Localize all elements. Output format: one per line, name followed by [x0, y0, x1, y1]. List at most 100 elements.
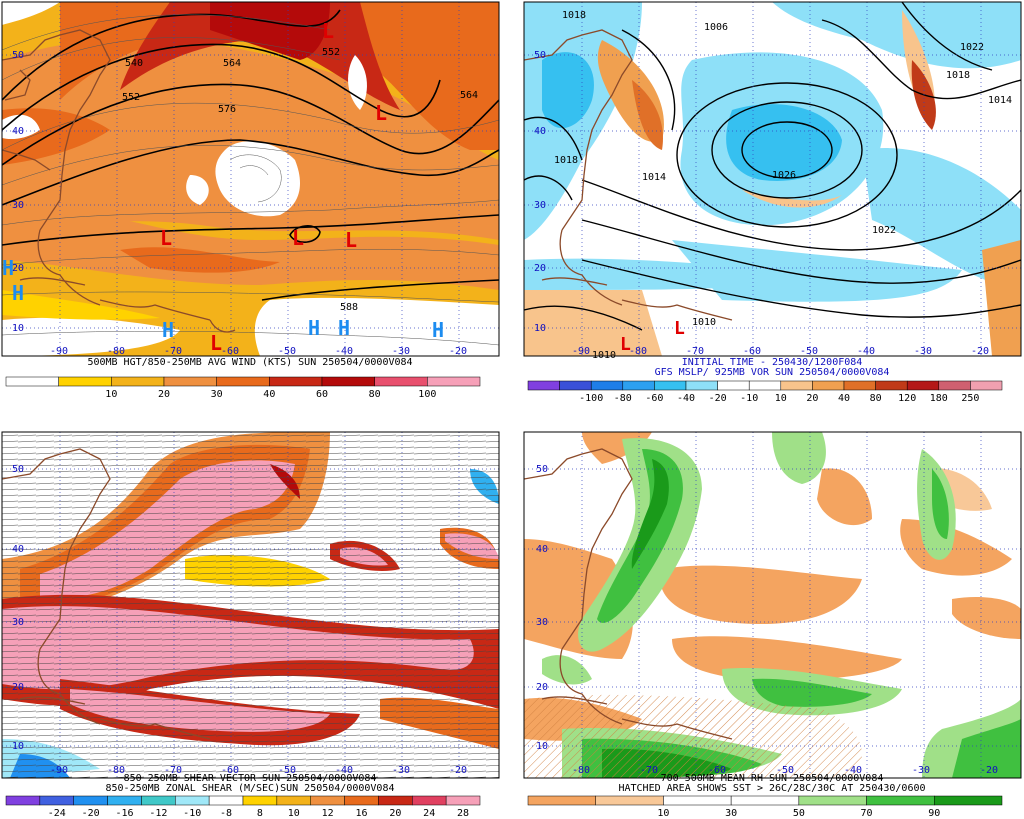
high-symbol: H [12, 281, 24, 305]
colorbar-swatch [310, 795, 345, 806]
colorbar-swatch [843, 380, 876, 391]
colorbar-swatch [269, 376, 323, 387]
lon-label: -30 [914, 346, 932, 357]
colorbar-swatch [344, 795, 379, 806]
panel-title-line-2: HATCHED AREA SHOWS SST > 26C/28C/30C AT … [618, 783, 925, 794]
map-frame [523, 431, 1022, 779]
colorbar-label: 20 [158, 389, 170, 400]
colorbar-label: -24 [48, 808, 66, 819]
high-symbol: H [338, 316, 350, 340]
colorbar-label: 70 [861, 808, 873, 819]
colorbar-label: -60 [645, 393, 663, 404]
panel-title-line-1: 700-500MB MEAN RH SUN 250504/0000V084 [661, 773, 884, 784]
colorbar-label: 80 [870, 393, 882, 404]
colorbar-swatch [73, 795, 108, 806]
lon-label: -50 [278, 765, 296, 776]
colorbar-swatch [378, 795, 413, 806]
isobar-label: 1010 [592, 350, 616, 361]
colorbar-label: 24 [423, 808, 435, 819]
lon-label: -40 [335, 765, 353, 776]
isobar-label: 1006 [704, 22, 728, 33]
contour-label: 564 [223, 58, 241, 69]
colorbar-swatch [111, 376, 165, 387]
panel-title-line-1: INITIAL TIME - 250430/1200F084 [682, 357, 863, 368]
latitude-labels: 50 40 30 20 10 [12, 50, 24, 334]
lon-label: -70 [164, 765, 182, 776]
latitude-labels: 50 40 30 20 10 [536, 464, 548, 752]
colorbar-swatch [163, 376, 217, 387]
panel-title-line-2: GFS MSLP/ 925MB VOR SUN 250504/0000V084 [655, 367, 890, 378]
lon-label: -50 [800, 346, 818, 357]
lat-label: 10 [534, 323, 546, 334]
colorbar-swatch [934, 795, 1003, 806]
lon-label: -80 [107, 765, 125, 776]
wind-streamlines [2, 14, 499, 346]
lat-label: 50 [534, 50, 546, 61]
panel-mslp-vorticity: 1018 1006 1022 1018 1014 1018 1014 1026 … [522, 0, 1024, 410]
colorbar-label: 10 [775, 393, 787, 404]
colorbar-label: -16 [115, 808, 133, 819]
lat-label: 40 [12, 544, 24, 555]
high-symbol: H [162, 318, 174, 342]
lat-lon-grid [2, 2, 499, 356]
lon-label: -20 [449, 765, 467, 776]
lon-label: -30 [912, 765, 930, 776]
map-shear: 50 40 30 20 10 -90 -80 -70 -60 -50 -40 -… [1, 431, 500, 819]
map-frame [523, 1, 1022, 357]
colorbar-swatch [717, 380, 750, 391]
shear-shading [2, 432, 499, 778]
coastlines [2, 448, 211, 740]
coastlines [524, 29, 733, 321]
lon-label: -60 [221, 765, 239, 776]
colorbar-swatch [445, 795, 481, 806]
colorbar-swatch [5, 795, 41, 806]
coastlines [2, 29, 236, 333]
colorbar-swatch [780, 380, 813, 391]
colorbar-swatch [107, 795, 142, 806]
colorbar-label: 16 [355, 808, 367, 819]
lon-label: -50 [278, 346, 296, 357]
contour-label: 564 [460, 90, 478, 101]
lat-label: 10 [12, 323, 24, 334]
lon-label: -80 [107, 346, 125, 357]
colorbar-label: 30 [211, 389, 223, 400]
colorbar-swatch [970, 380, 1003, 391]
lon-label: -70 [686, 346, 704, 357]
lon-label: -40 [857, 346, 875, 357]
colorbar-label: 30 [725, 808, 737, 819]
lon-label: -30 [392, 346, 410, 357]
lon-label: -50 [776, 765, 794, 776]
colorbar-swatch [412, 795, 447, 806]
lat-label: 30 [12, 200, 24, 211]
colorbar-swatch [748, 380, 782, 391]
colorbar-label: 28 [457, 808, 469, 819]
high-symbol: H [2, 256, 14, 280]
colorbar-swatch [866, 795, 935, 806]
colorbar-label: -20 [709, 393, 727, 404]
lat-label: 40 [534, 126, 546, 137]
colorbar-swatch [730, 795, 800, 806]
colorbar-swatch [242, 795, 278, 806]
isobars [524, 2, 1021, 331]
low-symbol: L [210, 331, 222, 355]
lon-label: -30 [392, 765, 410, 776]
map-mean-rh: 50 40 30 20 10 -80 -70 -60 -50 -40 -30 -… [523, 431, 1022, 819]
longitude-labels: -80 -70 -60 -50 -40 -30 -20 [572, 765, 998, 776]
low-symbol: L [375, 101, 387, 125]
lon-label: -20 [980, 765, 998, 776]
longitude-labels: -90 -80 -70 -60 -50 -40 -30 -20 [50, 346, 467, 357]
lon-label: -20 [449, 346, 467, 357]
colorbar-swatch [427, 376, 481, 387]
lon-label: -40 [844, 765, 862, 776]
lat-label: 20 [12, 682, 24, 693]
panel-mean-rh: 50 40 30 20 10 -80 -70 -60 -50 -40 -30 -… [522, 409, 1024, 819]
colorbar-label: 40 [838, 393, 850, 404]
rh-shading [524, 432, 1021, 778]
lat-lon-grid [2, 432, 499, 778]
contour-labels: 540 552 552 564 576 564 588 [122, 47, 478, 313]
lat-label: 50 [12, 464, 24, 475]
panel-500mb-height-wind: 540 552 552 564 576 564 588 50 40 30 20 … [0, 0, 502, 410]
colorbar: -100 -80 -60 -40 -20 -10 10 20 40 80 120 180 250 [527, 380, 1003, 404]
high-symbol: H [308, 316, 320, 340]
colorbar-label: 20 [389, 808, 401, 819]
